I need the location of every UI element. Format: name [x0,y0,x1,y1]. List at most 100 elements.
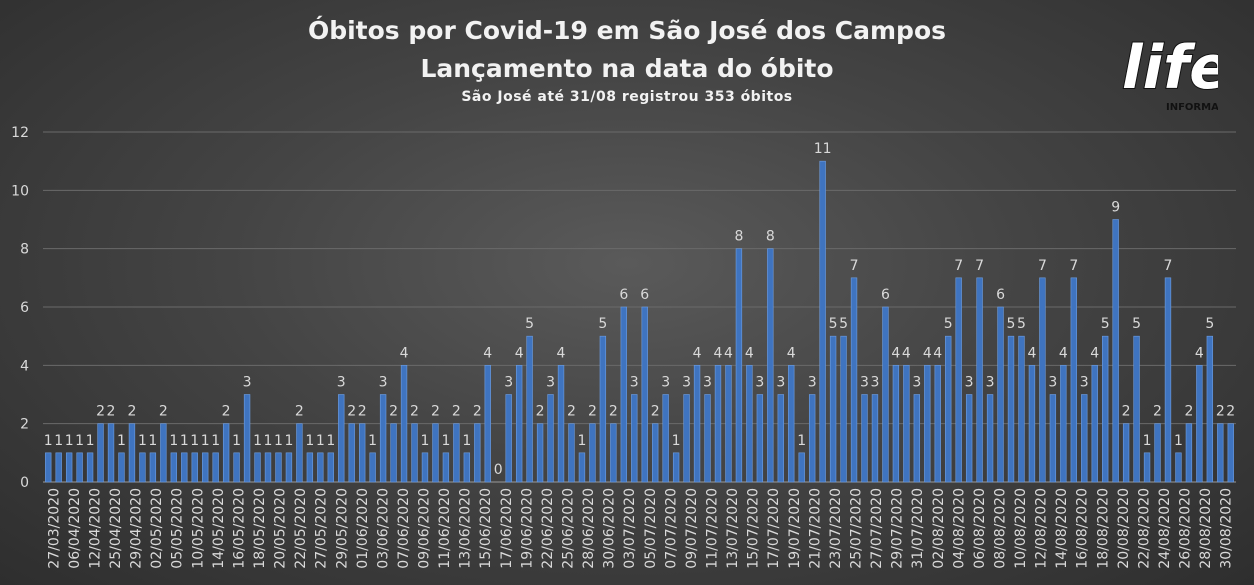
bar [903,365,910,483]
data-label: 3 [630,375,639,391]
x-tick-label: 19/07/2020 [787,488,803,569]
x-tick-label: 12/04/2020 [87,488,103,569]
data-label: 4 [400,345,409,361]
bar [1217,423,1224,483]
data-label: 6 [640,287,649,303]
bar [1039,277,1046,483]
x-tick-label: 27/05/2020 [314,488,330,569]
data-label: 3 [755,375,764,391]
x-tick-label: 15/06/2020 [478,488,494,569]
bar [850,277,858,483]
data-label: 9 [1111,200,1120,216]
data-label: 4 [891,345,900,361]
data-label: 2 [1122,404,1131,420]
data-label: 2 [452,404,461,420]
data-label: 4 [1027,345,1036,361]
logo-word: life [1122,33,1218,103]
x-tick-label: 25/04/2020 [108,488,124,569]
data-label: 7 [1038,258,1047,274]
bar [746,365,753,483]
data-label: 6 [881,287,890,303]
data-label: 4 [724,345,733,361]
data-label: 3 [546,375,555,391]
bar [1102,335,1109,483]
bar [264,452,272,483]
data-label: 1 [253,433,262,449]
bar [735,248,743,483]
data-label: 4 [557,345,566,361]
bar [892,365,900,483]
x-tick-label: 01/06/2020 [355,488,371,569]
data-label: 1 [65,433,74,449]
x-tick-label: 03/06/2020 [375,488,391,569]
data-label: 11 [814,141,832,157]
data-label: 5 [829,316,838,332]
data-label: 7 [850,258,859,274]
data-label: 2 [431,404,440,420]
x-tick-label: 27/03/2020 [46,488,62,569]
data-label: 3 [379,375,388,391]
x-tick-label: 11/06/2020 [437,488,453,569]
bar [149,452,157,483]
life-informa-logo: life INFORMA [1121,32,1218,113]
x-tick-label: 11/07/2020 [704,488,720,569]
data-label: 4 [933,345,942,361]
y-tick-label: 0 [20,475,29,491]
x-tick-label: 06/04/2020 [67,488,83,569]
data-label: 3 [860,375,869,391]
x-tick-label: 10/05/2020 [190,488,206,569]
bar [118,452,125,483]
bar [955,277,962,483]
bar [788,365,795,483]
bar [631,394,638,483]
data-label: 3 [243,375,252,391]
x-tick-label: 18/05/2020 [252,488,268,569]
logo-tag: INFORMA [1166,102,1218,113]
bar [296,423,303,483]
bars [45,160,1234,483]
bar [369,452,376,483]
bar [432,423,439,483]
data-label: 3 [337,375,346,391]
bar [1122,423,1130,483]
data-label: 1 [190,433,199,449]
data-label: 3 [986,375,995,391]
x-tick-label: 07/07/2020 [663,488,679,569]
x-tick-label: 19/06/2020 [519,488,535,569]
y-tick-label: 8 [20,242,29,258]
bar [128,423,136,483]
bar [1060,365,1067,483]
grid-lines [43,131,1236,483]
bar [756,394,764,483]
x-tick-label: 10/08/2020 [1013,488,1029,569]
data-label: 8 [766,229,775,245]
x-tick-label: 16/05/2020 [231,488,247,569]
bar [55,452,62,483]
bar [338,394,345,483]
data-label: 1 [441,433,450,449]
bar [170,452,177,483]
data-label: 2 [536,404,545,420]
x-tick-label: 23/07/2020 [828,488,844,569]
bar [934,365,941,483]
bar [390,423,397,483]
data-label: 2 [651,404,660,420]
x-tick-label: 30/06/2020 [602,488,618,569]
data-label: 1 [797,433,806,449]
bar [317,452,324,483]
x-tick-label: 14/08/2020 [1054,488,1070,569]
data-label: 5 [1205,316,1214,332]
data-label: 4 [787,345,796,361]
bar [840,335,847,483]
chart-note: São José até 31/08 registrou 353 óbitos [461,89,793,105]
x-tick-label: 27/07/2020 [869,488,885,569]
bar [411,423,418,483]
x-tick-label: 22/06/2020 [540,488,556,569]
data-label: 4 [1059,345,1068,361]
data-label: 2 [347,404,356,420]
bar [536,423,544,483]
bar [798,452,805,483]
data-label: 1 [232,433,241,449]
bar [1028,365,1036,483]
